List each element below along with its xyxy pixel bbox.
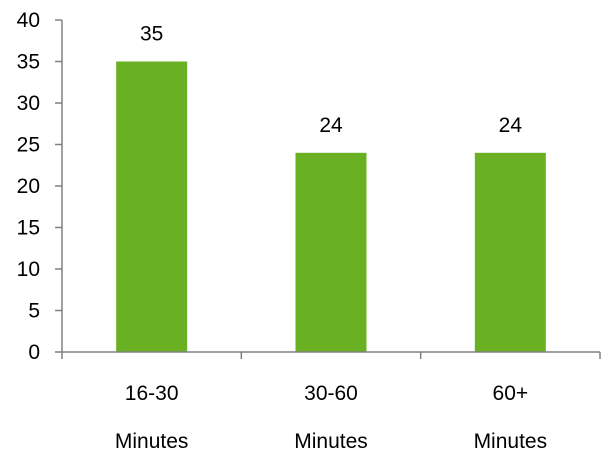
x-category-label-1-line-0: 30-60 (304, 382, 358, 405)
bar-2 (474, 152, 546, 352)
bar-1 (295, 152, 367, 352)
y-tick-label-15: 15 (17, 217, 40, 240)
y-tick-label-30: 30 (17, 92, 40, 115)
bar-0 (116, 61, 188, 352)
y-tick-label-35: 35 (17, 51, 40, 74)
x-category-label-2-line-0: 60+ (493, 382, 529, 405)
y-tick-label-40: 40 (17, 9, 40, 32)
x-category-label-1-line-1: Minutes (294, 430, 368, 450)
y-tick-label-5: 5 (28, 300, 40, 323)
y-tick-label-25: 25 (17, 134, 40, 157)
data-label-1: 24 (319, 114, 343, 137)
y-tick-label-10: 10 (17, 258, 40, 281)
y-tick-label-20: 20 (17, 175, 40, 198)
x-axis-labels: 16-30 Minutes 30-60 Minutes 60+ Minutes (115, 382, 547, 450)
x-category-label-0-line-1: Minutes (115, 430, 189, 450)
x-category-label-2-line-1: Minutes (474, 430, 548, 450)
bars (116, 61, 546, 352)
y-axis-ticks: 0 5 10 15 20 25 30 35 40 (17, 9, 601, 364)
y-tick-label-0: 0 (28, 341, 40, 364)
data-label-0: 35 (140, 23, 163, 46)
axes (61, 20, 600, 353)
x-category-label-0-line-0: 16-30 (125, 382, 179, 405)
data-label-2: 24 (499, 114, 523, 137)
data-labels: 35 24 24 (140, 23, 522, 137)
